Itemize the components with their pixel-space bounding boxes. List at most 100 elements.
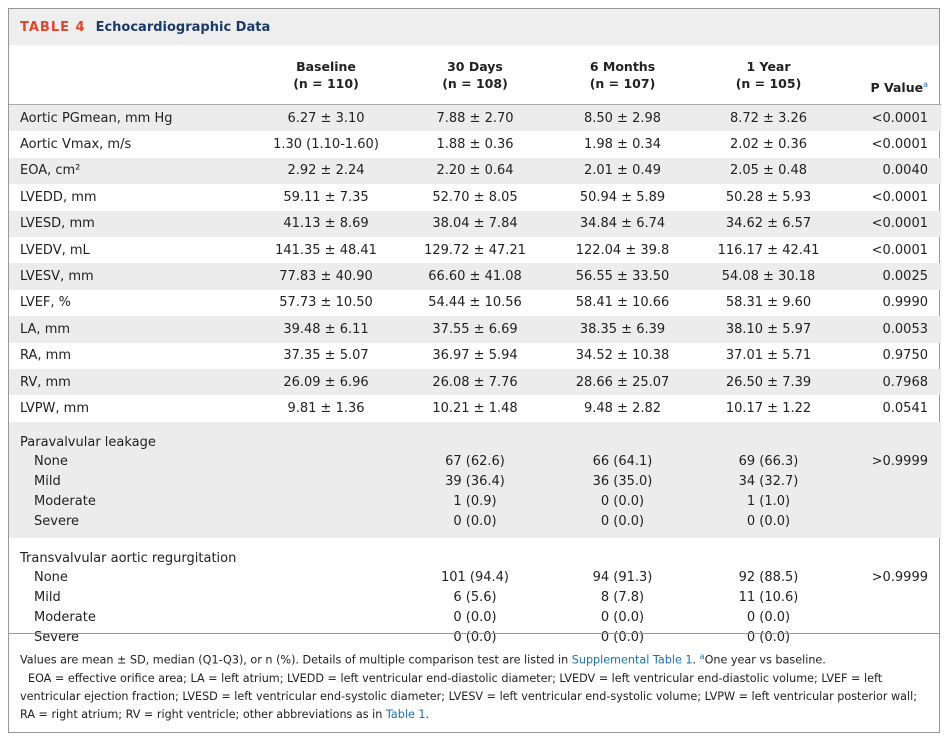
row-label: Aortic Vmax, m/s bbox=[20, 137, 132, 153]
footnote: Values are mean ± SD, median (Q1-Q3), or… bbox=[20, 648, 928, 670]
p-value bbox=[841, 471, 941, 492]
cell-value: 2.20 ± 0.64 bbox=[401, 157, 549, 185]
footnote-text: EOA = effective orifice area; LA = left … bbox=[20, 671, 918, 721]
p-value: <0.0001 bbox=[841, 210, 941, 237]
p-value bbox=[841, 511, 941, 538]
cell-value: 38.10 ± 5.97 bbox=[696, 316, 841, 343]
cell-value: 141.35 ± 48.41 bbox=[275, 242, 377, 258]
group-sub-row: Severe 0 (0.0) 0 (0.0) 0 (0.0) bbox=[9, 511, 941, 538]
cell-value: 1.98 ± 0.34 bbox=[583, 137, 662, 153]
cell-value: 59.11 ± 7.35 bbox=[283, 189, 369, 205]
column-header: P Valuea bbox=[841, 45, 941, 105]
cell-value: 8.72 ± 3.26 bbox=[696, 104, 841, 132]
cell-value: 41.13 ± 8.69 bbox=[251, 210, 401, 237]
table-row: EOA, cm² 2.92 ± 2.24 2.20 ± 0.64 2.01 ± 0.4… bbox=[9, 157, 941, 185]
footnote-text: One year vs baseline. bbox=[704, 653, 826, 667]
p-value: <0.0001 bbox=[871, 189, 928, 205]
row-label: LVEDD, mm bbox=[20, 189, 97, 205]
cell-value: 26.09 ± 6.96 bbox=[251, 368, 401, 396]
cell-value: 94 (91.3) bbox=[592, 570, 653, 586]
cell-value: 38.35 ± 6.39 bbox=[549, 316, 696, 343]
cell-value: 9.48 ± 2.82 bbox=[583, 400, 662, 416]
row-label: LVEF, % bbox=[20, 295, 72, 311]
cell-value: 58.31 ± 9.60 bbox=[725, 295, 812, 311]
cell-value: 0 (0.0) bbox=[600, 610, 645, 626]
cell-value: 77.83 ± 40.90 bbox=[251, 263, 401, 290]
cell-empty bbox=[251, 471, 401, 492]
footnote-link[interactable]: Supplemental Table 1 bbox=[571, 653, 693, 667]
row-label: None bbox=[9, 451, 251, 472]
cell-value: 54.44 ± 10.56 bbox=[428, 295, 522, 311]
row-label: Severe bbox=[9, 511, 251, 538]
table-row: LVEF, % 57.73 ± 10.50 54.44 ± 10.56 58.41 ±… bbox=[9, 290, 941, 316]
group-sub-row: Moderate 0 (0.0) 0 (0.0) 0 (0.0) bbox=[9, 608, 941, 628]
cell-value: 66.60 ± 41.08 bbox=[401, 263, 549, 290]
row-label: None bbox=[34, 570, 68, 586]
group-header-row: Paravalvular leakage bbox=[9, 421, 941, 452]
p-value: 0.9990 bbox=[882, 295, 929, 311]
row-label: LVESV, mm bbox=[9, 263, 251, 290]
cell-value: 0 (0.0) bbox=[453, 610, 497, 626]
cell-value: 58.41 ± 10.66 bbox=[575, 295, 670, 311]
p-value: <0.0001 bbox=[871, 137, 928, 153]
cell-value: 50.94 ± 5.89 bbox=[579, 189, 666, 205]
cell-empty bbox=[251, 491, 401, 512]
group-sub-row: Mild 6 (5.6) 8 (7.8) 11 (10.6) bbox=[9, 588, 941, 608]
row-label: Mild bbox=[9, 471, 251, 492]
row-label: LA, mm bbox=[9, 316, 251, 343]
row-label: RV, mm bbox=[9, 368, 251, 396]
cell-value: 1.30 (1.10-1.60) bbox=[273, 137, 379, 153]
p-value: 0.0040 bbox=[841, 157, 941, 185]
column-n: (n = 110) bbox=[293, 75, 359, 91]
cell-value: 34.62 ± 6.57 bbox=[696, 210, 841, 237]
cell-empty bbox=[251, 568, 401, 588]
header-cell bbox=[9, 45, 251, 105]
p-value: 0.0541 bbox=[882, 400, 929, 416]
column-n: (n = 105) bbox=[735, 75, 802, 91]
group-header-row: Transvalvular aortic regurgitation bbox=[9, 538, 941, 568]
cell-value: 116.17 ± 42.41 bbox=[717, 242, 820, 258]
cell-value: 69 (66.3) bbox=[696, 451, 841, 472]
footnote-text: . bbox=[692, 653, 700, 667]
table-row: LVESV, mm 77.83 ± 40.90 66.60 ± 41.08 56.55… bbox=[9, 263, 941, 290]
cell-empty bbox=[251, 608, 401, 628]
p-value: >0.9999 bbox=[871, 570, 928, 586]
cell-value: 8 (7.8) bbox=[600, 590, 645, 606]
footnotes: Values are mean ± SD, median (Q1-Q3), or… bbox=[9, 633, 939, 724]
column-header: 6 Months (n = 107) bbox=[549, 45, 696, 105]
column-name: 30 Days bbox=[447, 58, 503, 74]
table-body: Aortic PGmean, mm Hg 6.27 ± 3.10 7.88 ± 2.… bbox=[9, 104, 941, 654]
row-label: LVPW, mm bbox=[20, 400, 89, 416]
row-label: RA, mm bbox=[20, 348, 71, 364]
footnote-link[interactable]: Table 1 bbox=[385, 707, 426, 721]
table-label: TABLE 4 bbox=[20, 19, 86, 35]
table-row: LVEDD, mm 59.11 ± 7.35 52.70 ± 8.05 50.94 ±… bbox=[9, 184, 941, 210]
table-row: RV, mm 26.09 ± 6.96 26.08 ± 7.76 28.66 ± 25… bbox=[9, 368, 941, 396]
p-value: >0.9999 bbox=[841, 451, 941, 472]
cell-value: 129.72 ± 47.21 bbox=[424, 242, 526, 258]
cell-value: 9.81 ± 1.36 bbox=[287, 400, 365, 416]
cell-empty bbox=[251, 451, 401, 472]
p-value: <0.0001 bbox=[841, 104, 941, 132]
table-frame: TABLE 4 Echocardiographic Data Baseline(… bbox=[8, 8, 941, 733]
header-row: Baseline (n = 110) 30 Days (n = 108) 6 Month… bbox=[9, 45, 941, 105]
cell-value: 34.84 ± 6.74 bbox=[549, 210, 696, 237]
column-name: P Value bbox=[870, 80, 924, 95]
p-value: 0.7968 bbox=[841, 368, 941, 396]
cell-value: 101 (94.4) bbox=[440, 570, 510, 586]
cell-value: 11 (10.6) bbox=[738, 590, 799, 606]
cell-value: 26.50 ± 7.39 bbox=[696, 368, 841, 396]
p-value bbox=[841, 608, 941, 628]
cell-value: 26.08 ± 7.76 bbox=[401, 368, 549, 396]
cell-value: 37.35 ± 5.07 bbox=[283, 348, 369, 364]
row-label: Moderate bbox=[9, 491, 251, 512]
cell-value: 37.55 ± 6.69 bbox=[401, 316, 549, 343]
row-label: Moderate bbox=[34, 610, 96, 626]
cell-value: 34.52 ± 10.38 bbox=[575, 348, 670, 364]
cell-value: 54.08 ± 30.18 bbox=[696, 263, 841, 290]
cell-value: 34 (32.7) bbox=[696, 471, 841, 492]
cell-value: 1.88 ± 0.36 bbox=[436, 137, 514, 153]
footnote-text: Values are mean ± SD, median (Q1-Q3), or… bbox=[20, 653, 572, 667]
row-label: EOA, cm² bbox=[9, 157, 251, 185]
